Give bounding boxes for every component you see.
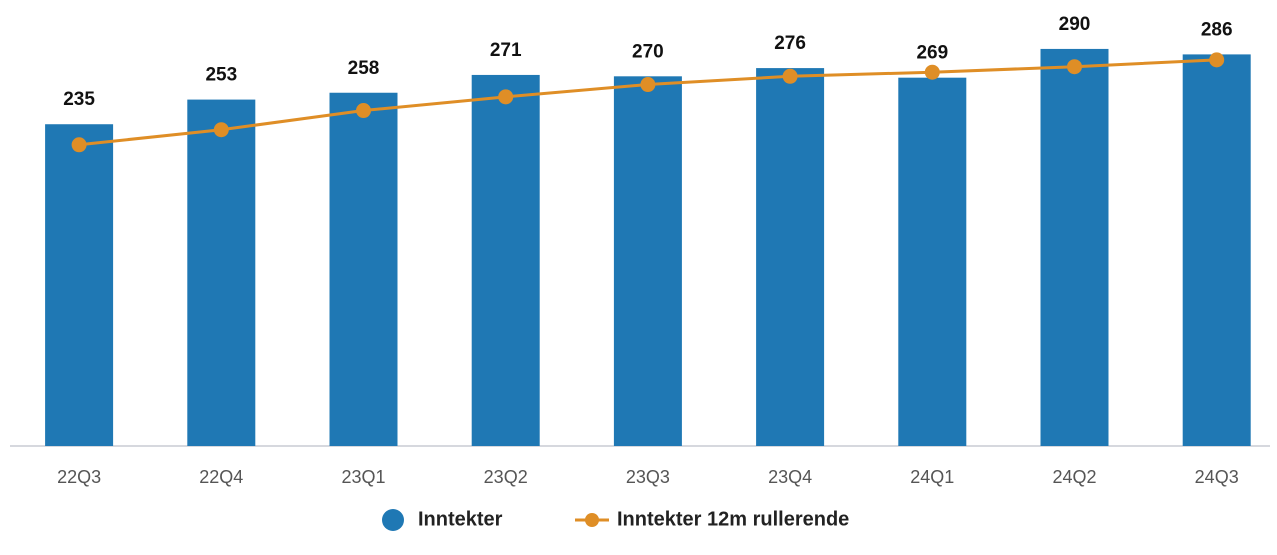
bar [329,92,398,446]
bar [756,68,825,446]
legend-label: Inntekter [418,508,503,530]
data-label: 270 [632,41,664,62]
bar [613,76,682,447]
data-label: 258 [348,58,380,79]
data-label: 290 [1059,14,1091,35]
legend-swatch [382,509,404,531]
bar [471,74,540,446]
x-tick-label: 24Q1 [910,467,954,487]
x-tick-label: 23Q2 [484,467,528,487]
legend-swatch-marker [585,513,599,527]
line-marker [1067,59,1082,75]
line-marker [782,68,798,84]
data-label: 286 [1201,19,1233,40]
data-label: 253 [205,65,237,86]
x-tick-label: 23Q4 [768,467,812,487]
data-label: 269 [916,43,948,64]
x-tick-label: 23Q3 [626,467,670,487]
bar [1040,48,1109,447]
line-marker [1209,52,1225,68]
data-label: 235 [63,89,95,110]
legend-label: Inntekter 12m rullerende [617,508,849,530]
data-label: 271 [490,40,522,61]
x-tick-label: 22Q3 [57,467,101,487]
line-marker [498,89,514,105]
line-marker [356,103,371,119]
line-marker [213,122,229,138]
bar [898,77,967,446]
data-label: 276 [774,33,806,54]
bar [187,99,256,446]
line-marker [924,64,940,80]
bar [1182,54,1251,447]
line-marker [640,77,656,93]
x-tick-label: 23Q1 [341,467,385,487]
x-tick-label: 24Q2 [1052,467,1096,487]
x-tick-label: 24Q3 [1195,467,1239,487]
line-marker [71,137,87,153]
x-tick-label: 22Q4 [199,467,243,487]
bar [45,124,114,446]
